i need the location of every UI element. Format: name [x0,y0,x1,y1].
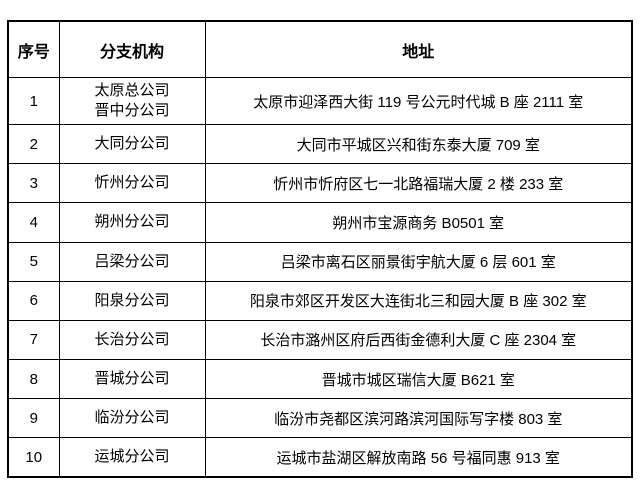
address-cell: 运城市盐湖区解放南路 56 号福同惠 913 室 [204,437,633,478]
header-num: 序号 [7,20,60,78]
serial-number-cell: 5 [7,241,60,282]
table-row: 3 忻州分公司 忻州市忻府区七一北路福瑞大厦 2 楼 233 室 [7,163,633,204]
header-address: 地址 [204,20,633,78]
address-cell: 长治市潞州区府后西街金德利大厦 C 座 2304 室 [204,319,633,361]
table-row: 2 大同分公司 大同市平城区兴和街东泰大厦 709 室 [7,124,633,165]
branch-name-cell: 大同分公司 [58,124,206,165]
serial-number-cell: 10 [7,437,60,478]
table-row: 1 太原总公司 晋中分公司 太原市迎泽西大街 119 号公元时代城 B 座 2111… [7,76,633,126]
serial-number-cell: 4 [7,202,60,243]
address-cell: 朔州市宝源商务 B0501 室 [204,202,633,243]
branch-name-cell: 太原总公司 晋中分公司 [58,76,206,126]
branch-name-cell: 吕梁分公司 [58,241,206,282]
branch-name-cell: 晋城分公司 [58,359,206,400]
table-row: 7 长治分公司 长治市潞州区府后西街金德利大厦 C 座 2304 室 [7,319,633,361]
branch-name-cell: 临汾分公司 [58,398,206,439]
serial-number-cell: 8 [7,359,60,400]
table-row: 10 运城分公司 运城市盐湖区解放南路 56 号福同惠 913 室 [7,437,633,478]
table-row: 5 吕梁分公司 吕梁市离石区丽景街宇航大厦 6 层 601 室 [7,241,633,282]
branch-name-cell: 忻州分公司 [58,163,206,204]
branch-name-cell: 运城分公司 [58,437,206,478]
address-cell: 阳泉市郊区开发区大连街北三和园大厦 B 座 302 室 [204,280,633,321]
header-row: 序号 分支机构 地址 [7,20,633,78]
table-row: 6 阳泉分公司 阳泉市郊区开发区大连街北三和园大厦 B 座 302 室 [7,280,633,321]
branch-name-cell: 阳泉分公司 [58,280,206,321]
address-cell: 临汾市尧都区滨河路滨河国际写字楼 803 室 [204,398,633,439]
branch-address-table: 序号 分支机构 地址 1 太原总公司 晋中分公司 太原市迎泽西大街 119 号公元时… [7,20,633,478]
serial-number-cell: 2 [7,124,60,165]
table-body: 1 太原总公司 晋中分公司 太原市迎泽西大街 119 号公元时代城 B 座 2111… [7,76,633,478]
address-cell: 忻州市忻府区七一北路福瑞大厦 2 楼 233 室 [204,163,633,204]
table-row: 9 临汾分公司 临汾市尧都区滨河路滨河国际写字楼 803 室 [7,398,633,439]
branch-name-cell: 长治分公司 [58,319,206,361]
serial-number-cell: 1 [7,76,60,126]
header-branch: 分支机构 [58,20,206,78]
serial-number-cell: 6 [7,280,60,321]
serial-number-cell: 9 [7,398,60,439]
branch-name-cell: 朔州分公司 [58,202,206,243]
address-cell: 太原市迎泽西大街 119 号公元时代城 B 座 2111 室 [204,76,633,126]
serial-number-cell: 7 [7,319,60,361]
serial-number-cell: 3 [7,163,60,204]
address-cell: 吕梁市离石区丽景街宇航大厦 6 层 601 室 [204,241,633,282]
table-row: 8 晋城分公司 晋城市城区瑞信大厦 B621 室 [7,359,633,400]
table-row: 4 朔州分公司 朔州市宝源商务 B0501 室 [7,202,633,243]
address-cell: 晋城市城区瑞信大厦 B621 室 [204,359,633,400]
address-cell: 大同市平城区兴和街东泰大厦 709 室 [204,124,633,165]
